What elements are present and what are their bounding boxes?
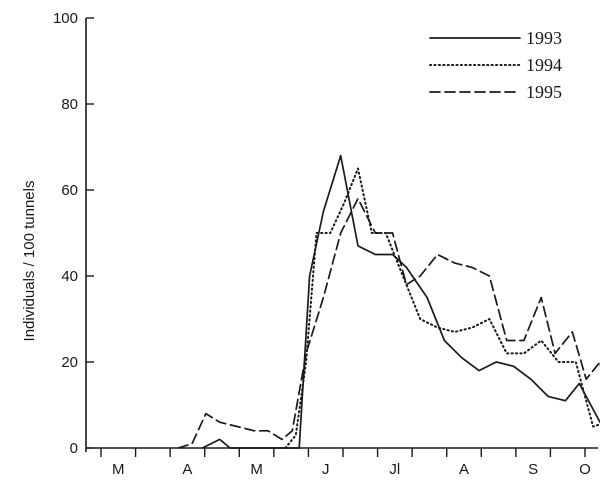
series-line-1995 [177, 197, 600, 449]
legend: 1993 1994 1995 [429, 28, 562, 102]
y-tick-label: 60 [61, 182, 78, 199]
x-tick-label: J [322, 461, 330, 478]
x-tick-label: O [579, 461, 591, 478]
ticks: 0 20 40 60 80 100 M A M J Jl A S O [53, 10, 591, 478]
y-tick-label: 80 [61, 96, 78, 113]
x-tick-label: S [528, 461, 538, 478]
y-tick-label: 20 [61, 354, 78, 371]
legend-label-1995: 1995 [526, 82, 562, 102]
series-group [177, 154, 600, 449]
x-tick-label: A [182, 461, 192, 478]
y-tick-label: 0 [70, 440, 78, 457]
x-tick-label: M [250, 461, 263, 478]
series-line-1994 [284, 167, 600, 449]
x-tick-label: Jl [389, 461, 400, 478]
y-tick-label: 100 [53, 10, 78, 27]
x-tick-label: A [459, 461, 469, 478]
x-tick-label: M [112, 461, 125, 478]
y-axis-title: Individuals / 100 tunnels [21, 181, 38, 342]
legend-label-1993: 1993 [526, 28, 562, 48]
legend-label-1994: 1994 [526, 55, 562, 75]
axes: Individuals / 100 tunnels [21, 18, 598, 452]
y-tick-label: 40 [61, 268, 78, 285]
